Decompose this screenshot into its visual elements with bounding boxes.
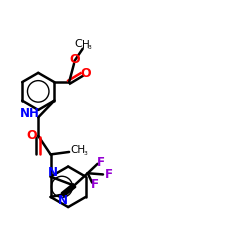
Text: F: F bbox=[97, 156, 105, 168]
Text: O: O bbox=[80, 67, 91, 80]
Text: H: H bbox=[82, 40, 90, 50]
Text: N: N bbox=[58, 194, 68, 207]
Text: NH: NH bbox=[20, 107, 40, 120]
Text: CH: CH bbox=[70, 145, 85, 155]
Text: $_3$: $_3$ bbox=[88, 43, 93, 52]
Text: F: F bbox=[91, 178, 99, 191]
Text: N: N bbox=[48, 166, 58, 179]
Text: C: C bbox=[74, 39, 82, 49]
Text: O: O bbox=[26, 130, 36, 142]
Text: F: F bbox=[105, 168, 113, 181]
Text: $_3$: $_3$ bbox=[83, 150, 89, 158]
Text: O: O bbox=[69, 52, 80, 66]
